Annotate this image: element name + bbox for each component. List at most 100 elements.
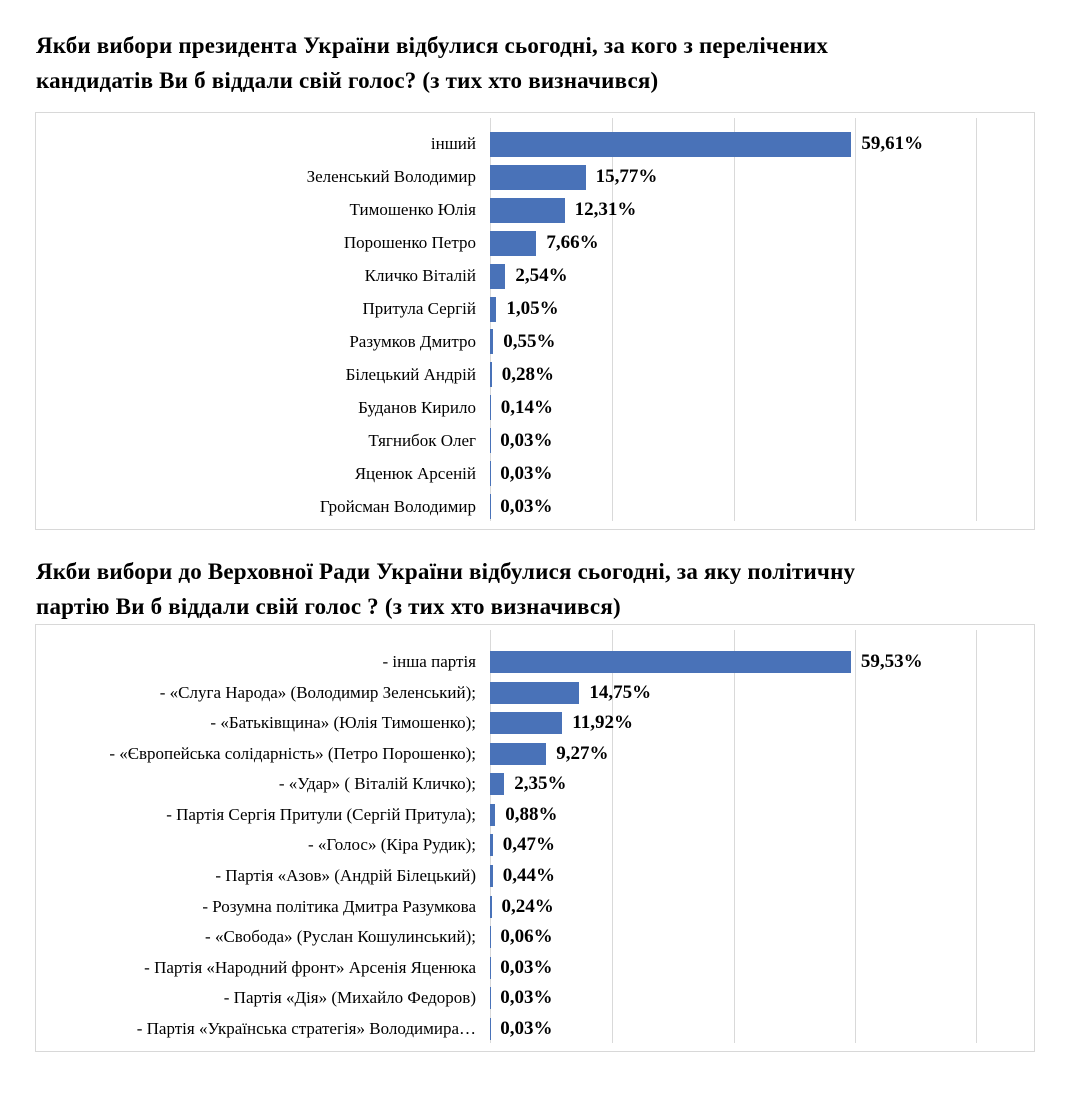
bar-track: 0,06% [490, 922, 1034, 953]
chart2-title-line2: партію Ви б віддали свій голос ? (з тих … [36, 594, 621, 619]
bar-track: 0,03% [490, 457, 1034, 490]
bar [490, 864, 493, 887]
value-label: 0,03% [500, 956, 553, 978]
bar [490, 681, 580, 704]
bar [490, 395, 491, 421]
chart-row: - «Батьківщина» (Юлія Тимошенко); 11,92% [36, 708, 1034, 739]
category-label: - «Батьківщина» (Юлія Тимошенко); [210, 713, 476, 733]
gridline [854, 630, 856, 1043]
category-label: - Партія «Українська стратегія» Володими… [136, 1018, 476, 1038]
chart-row: Тимошенко Юлія 12,31% [36, 194, 1034, 227]
category-label: Білецький Андрій [345, 364, 476, 384]
value-label: 0,24% [501, 895, 554, 917]
chart-row: інший 59,61% [36, 128, 1034, 161]
bar-track: 1,05% [490, 293, 1034, 326]
chart1-title-line2: кандидатів Ви б віддали свій голос? (з т… [36, 68, 659, 93]
bar [490, 230, 537, 256]
bar-track: 0,03% [490, 952, 1034, 983]
chart-row: - «Удар» ( Віталій Кличко); 2,35% [36, 769, 1034, 800]
category-label: - Партія «Азов» (Андрій Білецький) [215, 865, 476, 885]
bar-track: 0,03% [490, 490, 1034, 523]
gridline [612, 630, 614, 1043]
bar [490, 651, 851, 674]
bar [490, 329, 494, 355]
value-label: 2,54% [515, 265, 568, 287]
bar-track: 0,28% [490, 358, 1034, 391]
category-label: Разумков Дмитро [349, 331, 476, 351]
bar-track: 0,03% [490, 983, 1034, 1014]
category-label: - Партія «Дія» (Михайло Федоров) [223, 988, 476, 1008]
value-label: 0,03% [500, 1017, 553, 1039]
category-label: Притула Сергій [362, 299, 477, 319]
chart-row: Разумков Дмитро 0,55% [36, 326, 1034, 359]
chart-row: - «Слуга Народа» (Володимир Зеленський);… [36, 678, 1034, 709]
chart-row: - Партія «Українська стратегія» Володими… [36, 1013, 1034, 1044]
bar-track: 59,53% [490, 647, 1034, 678]
category-label: інший [430, 134, 476, 154]
chart-row: Яценюк Арсеній 0,03% [36, 457, 1034, 490]
bar-track: 0,55% [490, 326, 1034, 359]
gridline [612, 118, 614, 521]
category-label: - «Європейська солідарність» (Петро Поро… [109, 743, 476, 763]
president-poll-chart: інший 59,61% Зеленський Володимир 15,77% Тим… [35, 112, 1035, 530]
value-label: 9,27% [556, 742, 609, 764]
chart-row: - Партія «Азов» (Андрій Білецький) 0,44% [36, 861, 1034, 892]
category-label: - «Свобода» (Руслан Кошулинський); [205, 927, 476, 947]
value-label: 12,31% [574, 199, 637, 221]
category-label: Зеленський Володимир [306, 167, 476, 187]
category-label: - Розумна політика Дмитра Разумкова [202, 896, 476, 916]
bar [490, 803, 496, 826]
bar [490, 834, 493, 857]
chart-row: - «Голос» (Кіра Рудик); 0,47% [36, 830, 1034, 861]
bar-track: 9,27% [490, 739, 1034, 770]
gridline [733, 630, 735, 1043]
bar [490, 895, 492, 918]
chart-row: Білецький Андрій 0,28% [36, 358, 1034, 391]
category-label: Яценюк Арсеній [354, 463, 476, 483]
chart-row: Порошенко Петро 7,66% [36, 227, 1034, 260]
chart-row: - Партія «Народний фронт» Арсенія Яценюк… [36, 952, 1034, 983]
bar [490, 773, 505, 796]
category-label: Кличко Віталій [364, 266, 476, 286]
value-label: 0,14% [500, 396, 554, 418]
category-label: - «Голос» (Кіра Рудик); [307, 835, 476, 855]
bar [490, 164, 586, 190]
chart-row: - інша партія 59,53% [36, 647, 1034, 678]
bar-track: 14,75% [490, 678, 1034, 709]
value-label: 14,75% [589, 681, 652, 703]
value-label: 0,28% [501, 363, 554, 385]
chart1-title: Якби вибори президента України відбулися… [36, 28, 1048, 98]
category-label: Тягнибок Олег [368, 430, 476, 450]
category-label: - «Слуга Народа» (Володимир Зеленський); [159, 682, 476, 702]
category-label: Порошенко Петро [343, 233, 476, 253]
bar [490, 712, 563, 735]
category-label: - «Удар» ( Віталій Кличко); [278, 774, 476, 794]
bar-track: 2,35% [490, 769, 1034, 800]
value-label: 0,44% [502, 864, 555, 886]
rows: інший 59,61% Зеленський Володимир 15,77% Тим… [36, 128, 1034, 523]
bar-track: 0,44% [490, 861, 1034, 892]
value-label: 59,53% [860, 651, 923, 673]
chart-row: - «Свобода» (Руслан Кошулинський); 0,06% [36, 922, 1034, 953]
category-label: Буданов Кирило [358, 397, 476, 417]
category-label: Гройсман Володимир [319, 496, 476, 516]
chart-row: Притула Сергій 1,05% [36, 293, 1034, 326]
bar-track: 0,88% [490, 800, 1034, 831]
bar-track: 0,47% [490, 830, 1034, 861]
category-label: - Партія Сергія Притули (Сергій Притула)… [166, 804, 476, 824]
chart-row: Зеленський Володимир 15,77% [36, 161, 1034, 194]
chart-row: - Партія «Дія» (Михайло Федоров) 0,03% [36, 983, 1034, 1014]
rows: - інша партія 59,53% - «Слуга Народа» (Вол… [36, 647, 1034, 1044]
value-label: 0,55% [503, 330, 556, 352]
bar [490, 263, 506, 289]
chart-row: Кличко Віталій 2,54% [36, 260, 1034, 293]
value-label: 0,88% [505, 803, 558, 825]
bar [490, 296, 497, 322]
category-label: Тимошенко Юлія [349, 200, 476, 220]
chart2-title-line1: Якби вибори до Верховної Ради України ві… [36, 559, 856, 584]
value-label: 0,03% [500, 462, 553, 484]
value-label: 0,47% [502, 834, 556, 856]
category-label: - інша партія [382, 652, 476, 672]
value-label: 11,92% [572, 712, 633, 734]
bar-track: 0,24% [490, 891, 1034, 922]
